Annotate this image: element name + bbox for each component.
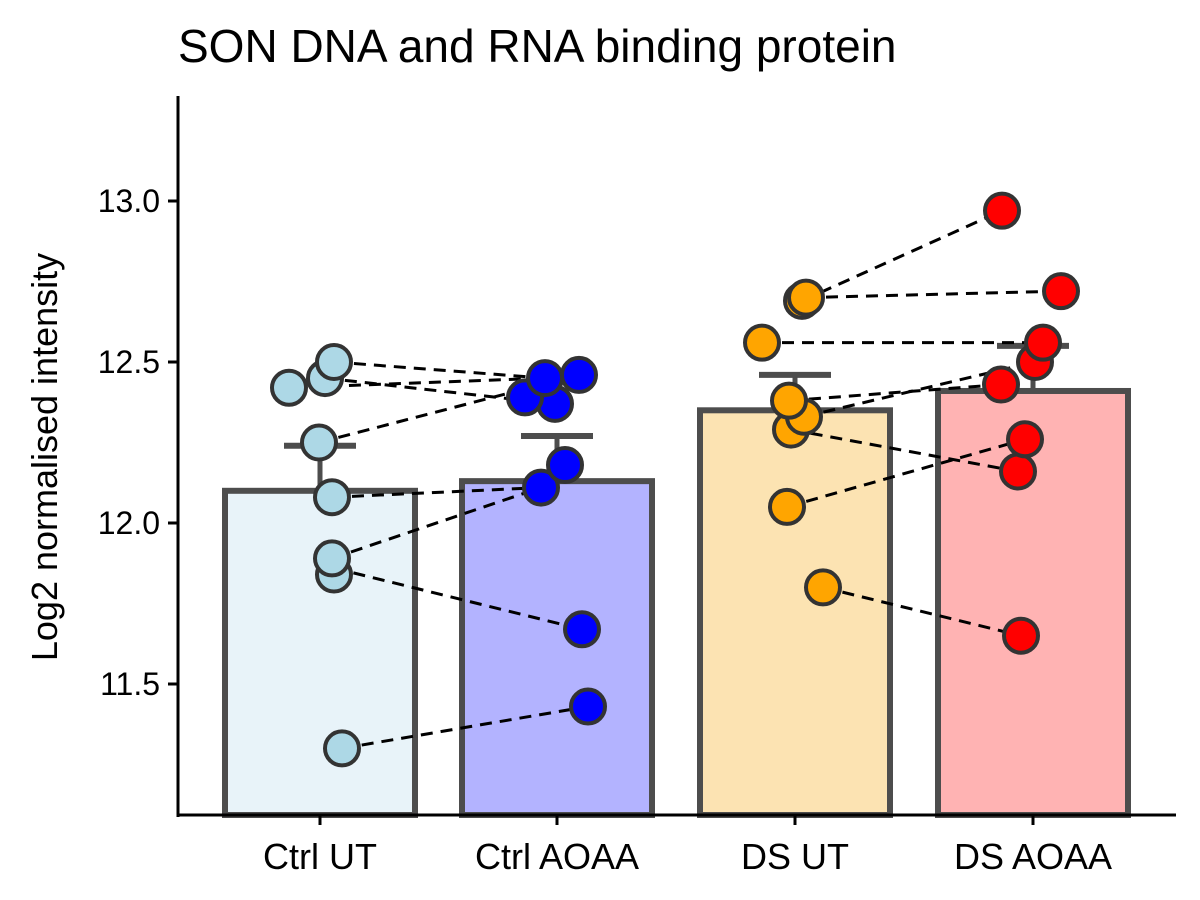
x-tick-label: Ctrl UT xyxy=(263,836,377,877)
plot-area: 11.5 12.0 12.5 13.0 Ctrl UT Ctrl AOAA DS UT DS … xyxy=(98,96,1176,877)
y-axis-title: Log2 normalised intensity xyxy=(24,253,65,661)
data-point xyxy=(999,452,1037,491)
data-point xyxy=(743,323,781,362)
data-point xyxy=(804,568,842,607)
pair-line xyxy=(801,209,1003,303)
data-point xyxy=(1006,420,1044,459)
data-point xyxy=(770,381,808,420)
bar-ctrl-ut xyxy=(222,487,418,818)
pair-line xyxy=(333,360,546,380)
data-point xyxy=(313,478,351,517)
data-point xyxy=(983,191,1021,230)
data-point xyxy=(569,687,607,726)
data-point xyxy=(1024,323,1062,362)
y-tick-label: 12.0 xyxy=(98,505,160,541)
bar-ctrl-aoaa xyxy=(459,478,655,818)
data-point xyxy=(270,368,308,407)
data-point xyxy=(522,468,560,507)
data-point xyxy=(300,423,338,462)
data-point xyxy=(560,355,598,394)
pair-line xyxy=(333,566,583,631)
x-tick-label: Ctrl AOAA xyxy=(475,836,639,877)
data-point xyxy=(526,359,564,398)
x-tick-label: DS AOAA xyxy=(954,836,1112,877)
pair-line xyxy=(822,585,1022,638)
y-tick-label: 13.0 xyxy=(98,183,160,219)
data-point xyxy=(1042,272,1080,311)
data-point xyxy=(546,446,584,485)
bar-ds-ut xyxy=(697,407,893,818)
y-tick-label: 11.5 xyxy=(100,666,160,702)
data-point xyxy=(982,365,1020,404)
pair-line xyxy=(805,289,1062,300)
data-point xyxy=(323,729,361,768)
pair-line xyxy=(788,383,1002,403)
data-point xyxy=(1002,616,1040,655)
data-point xyxy=(315,343,353,381)
data-point xyxy=(768,487,806,526)
pair-line xyxy=(786,437,1026,509)
pair-line xyxy=(331,486,542,560)
data-point xyxy=(787,278,825,317)
x-tick-label: DS UT xyxy=(741,836,849,877)
data-point xyxy=(563,610,601,649)
data-point xyxy=(313,539,351,578)
chart-title: SON DNA and RNA binding protein xyxy=(178,20,897,72)
pair-line xyxy=(331,486,542,499)
pair-line xyxy=(341,705,589,750)
y-tick-label: 12.5 xyxy=(98,344,160,380)
